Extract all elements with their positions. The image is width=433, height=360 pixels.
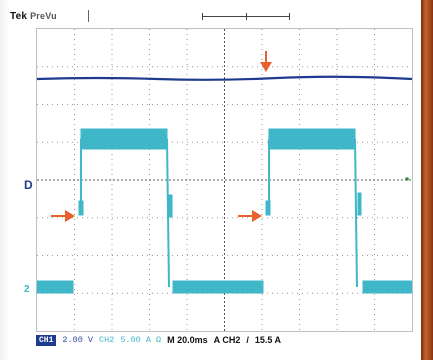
status-top: Tek PreVu — [10, 8, 57, 24]
ch1-ground-marker: D — [24, 178, 33, 192]
left-edge — [0, 0, 10, 360]
trigger-slope: / — [246, 335, 249, 345]
orange-arrow-right-icon — [238, 210, 262, 222]
right-band — [421, 0, 433, 360]
trigger-channel: A CH2 — [213, 335, 241, 345]
timebase: M 20.0ms — [167, 335, 208, 345]
brand-label: Tek — [10, 10, 28, 22]
ch2-scale: 5.00 A Ω — [120, 335, 162, 345]
waveform-display — [37, 29, 412, 331]
mode-label: PreVu — [30, 11, 57, 21]
trigger-dot — [405, 177, 409, 181]
ch2-trace — [37, 128, 412, 294]
top-divider — [88, 10, 89, 22]
ch1-scale: 2.00 V — [62, 335, 94, 345]
trigger-level: 15.5 A — [254, 335, 282, 345]
ch2-ground-marker: 2 — [24, 284, 30, 295]
ch1-badge: CH1 — [36, 334, 57, 346]
status-bottom: CH1 2.00 V CH2 5.00 A Ω M 20.0ms A CH2 /… — [36, 332, 411, 348]
center-axes — [37, 29, 412, 331]
trigger-position-bar — [202, 13, 290, 20]
scope-screen — [36, 28, 413, 332]
ch1-trace — [37, 75, 412, 81]
orange-arrow-right-icon — [51, 210, 75, 222]
ch2-label: CH2 — [99, 335, 115, 345]
orange-arrow-down-icon — [260, 51, 272, 72]
